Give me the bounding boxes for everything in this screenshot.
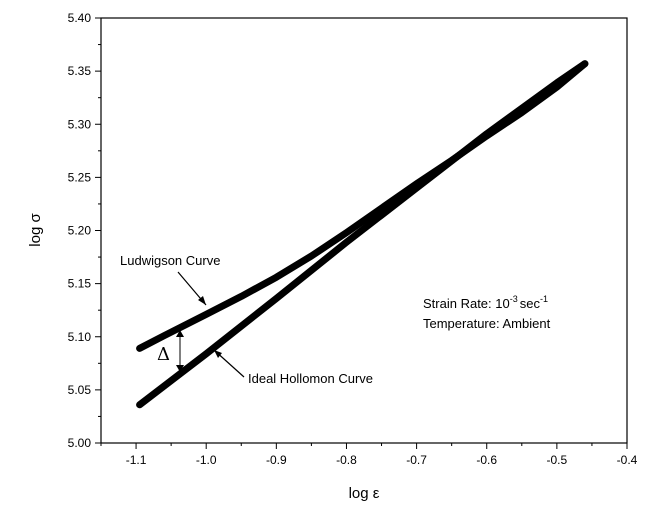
- y-tick-label: 5.35: [68, 64, 92, 78]
- x-tick-label: -0.4: [617, 453, 638, 467]
- y-tick-label: 5.15: [68, 277, 92, 291]
- hollomon-curve: [136, 60, 589, 409]
- series-group: [136, 60, 589, 409]
- y-tick-label: 5.40: [68, 11, 92, 25]
- y-tick-label: 5.20: [68, 224, 92, 238]
- x-axis-title: log ε: [349, 485, 380, 502]
- delta-arrow-down: [176, 365, 184, 372]
- delta-label: Δ: [157, 344, 170, 365]
- hollomon-label: Ideal Hollomon Curve: [248, 371, 373, 386]
- delta-arrow-up: [176, 330, 184, 337]
- ludwigson-label: Ludwigson Curve: [120, 253, 220, 268]
- ludwigson-arrowhead: [198, 296, 206, 305]
- x-axis: -1.1 -1.0 -0.9 -0.8 -0.7 -0.6 -0.5 -0.4: [100, 443, 638, 467]
- y-tick-label: 5.05: [68, 383, 92, 397]
- x-tick-label: -0.7: [406, 453, 427, 467]
- y-tick-label: 5.10: [68, 330, 92, 344]
- x-tick-label: -1.1: [126, 453, 147, 467]
- x-tick-label: -1.0: [196, 453, 217, 467]
- y-axis-title: log σ: [27, 213, 44, 247]
- x-tick-label: -0.5: [547, 453, 568, 467]
- strain-rate-label: Strain Rate: 10-3 sec-1: [423, 294, 548, 311]
- y-tick-label: 5.00: [68, 436, 92, 450]
- y-axis: 5.00 5.05 5.10 5.15 5.20 5.25 5.30 5.35 5.40: [68, 11, 101, 450]
- hollomon-arrowhead: [214, 350, 222, 358]
- x-tick-label: -0.6: [476, 453, 497, 467]
- x-tick-label: -0.8: [336, 453, 357, 467]
- y-tick-label: 5.25: [68, 170, 92, 184]
- x-tick-label: -0.9: [266, 453, 287, 467]
- temperature-label: Temperature: Ambient: [423, 316, 551, 331]
- ludwigson-curve: [136, 60, 589, 352]
- y-tick-label: 5.30: [68, 117, 92, 131]
